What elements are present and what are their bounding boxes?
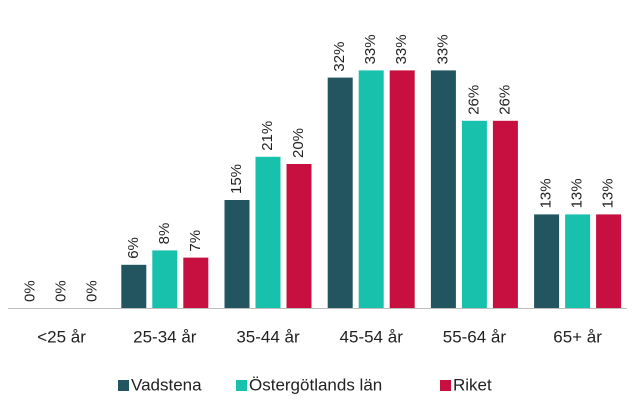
x-tick-label: 65+ år [553,327,602,346]
bar [430,70,456,309]
legend-swatch [236,380,247,391]
value-label: 7% [187,230,204,252]
value-label: 0% [53,280,70,302]
legend-swatch [118,380,129,391]
value-label: 13% [538,178,555,208]
x-tick-label: 25-34 år [133,327,197,346]
value-label: 33% [434,34,451,64]
bar [121,264,147,308]
value-label: 21% [259,121,276,151]
bar [492,120,518,308]
value-label: 8% [156,223,173,245]
value-label: 20% [290,128,307,158]
x-tick-label: 35-44 år [236,327,300,346]
bar [224,200,250,308]
value-label: 15% [228,164,245,194]
value-label: 26% [465,85,482,115]
value-label: 6% [125,237,142,259]
bar [596,214,622,308]
x-tick-label: 45-54 år [340,327,404,346]
value-label: 32% [331,42,348,72]
value-label: 33% [362,34,379,64]
bar [534,214,560,308]
legend-label: Vadstena [131,375,202,394]
value-label: 13% [569,178,586,208]
bar [152,250,178,308]
value-label: 26% [496,85,513,115]
bar [358,70,384,309]
legend-swatch [440,380,451,391]
value-label: 0% [84,280,101,302]
bar [286,164,312,308]
bar [461,120,487,308]
x-tick-label: <25 år [37,327,86,346]
bar [327,77,353,308]
bar [565,214,591,308]
x-tick-label: 55-64 år [443,327,507,346]
legend-label: Östergötlands län [249,375,382,394]
legend-label: Riket [453,375,492,394]
value-label: 13% [600,178,617,208]
bar [183,257,209,308]
value-label: 33% [393,34,410,64]
bar [389,70,415,309]
value-label: 0% [22,280,39,302]
bar [255,156,281,308]
